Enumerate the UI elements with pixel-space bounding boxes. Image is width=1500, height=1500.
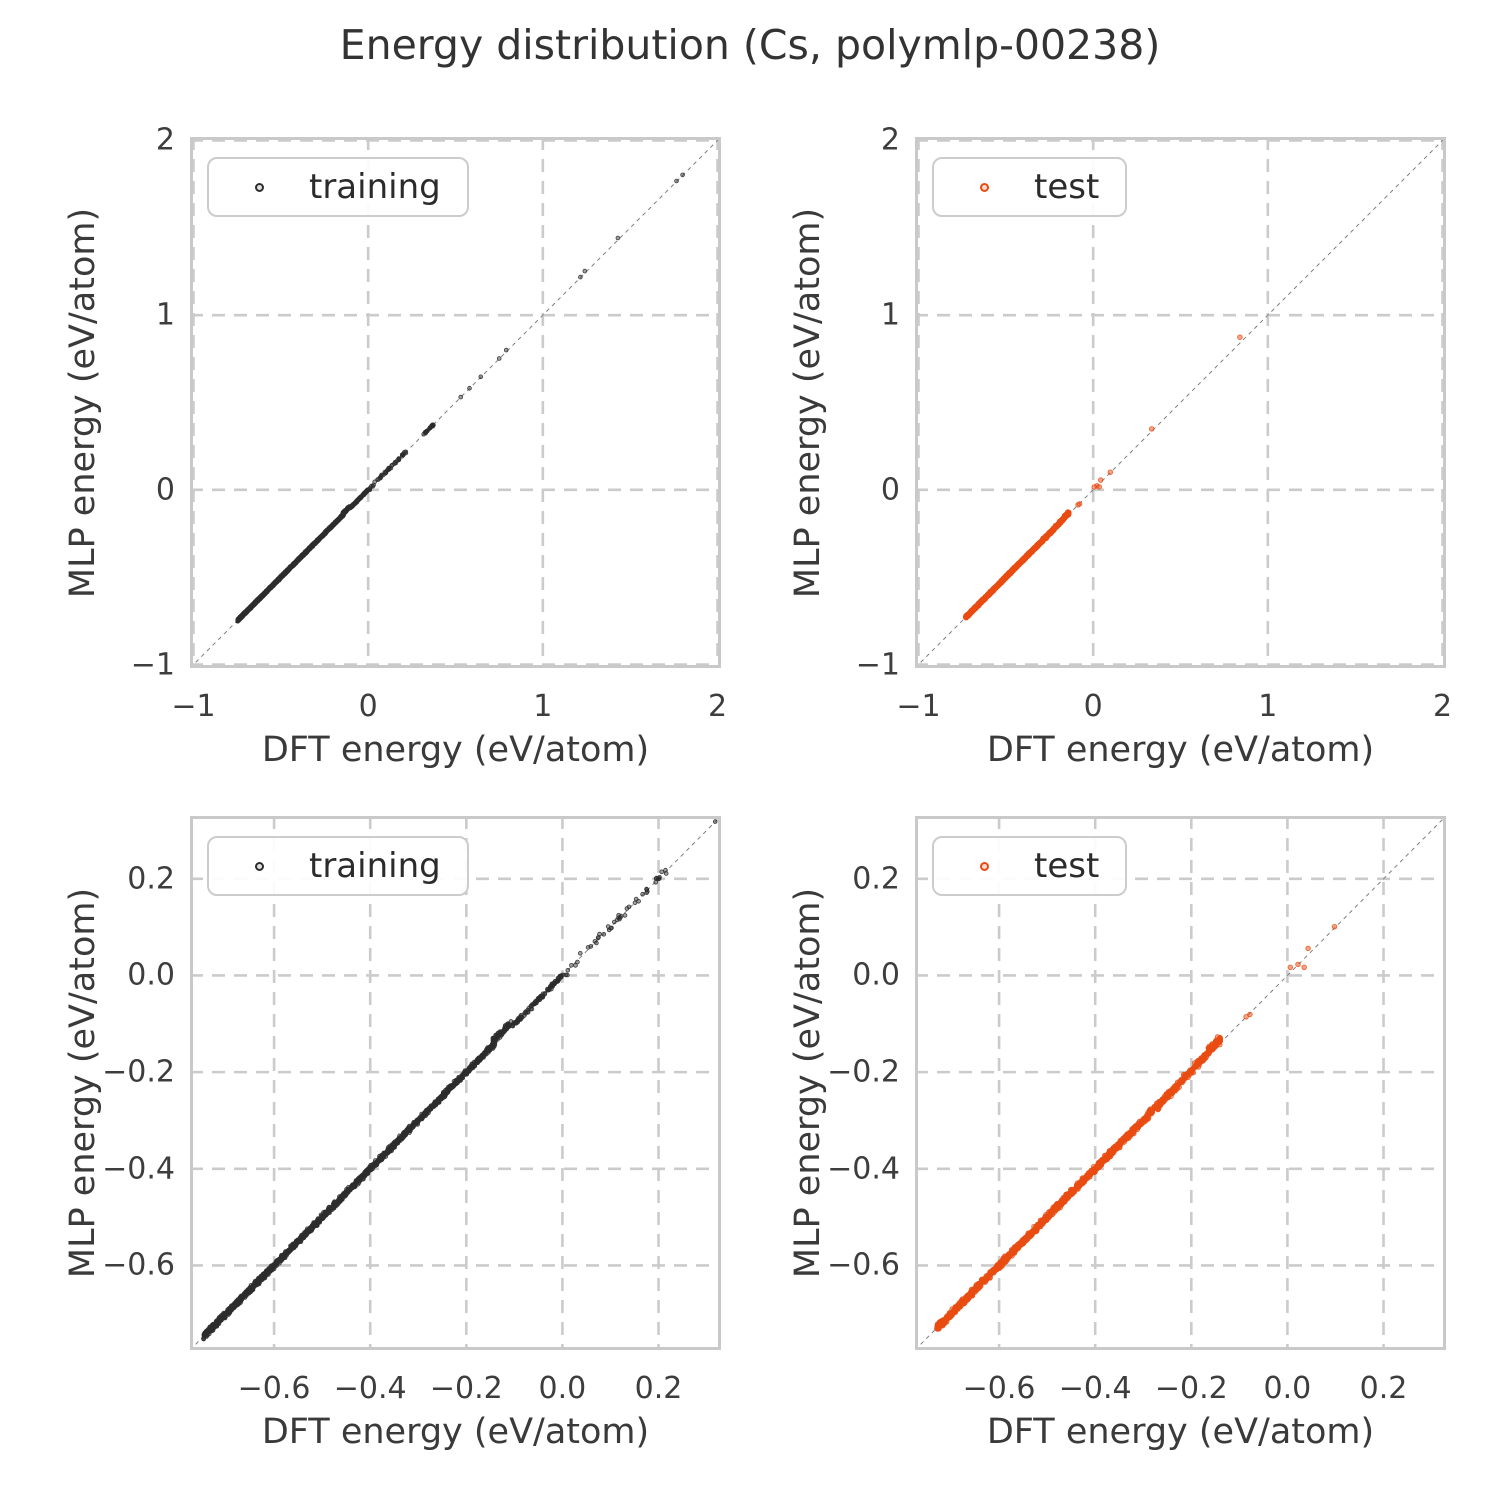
x-axis-label: DFT energy (eV/atom) [986, 1412, 1375, 1452]
subplot-training-full: training DFT energy (eV/atom) MLP energy… [63, 123, 727, 770]
x-tick-label: 0.0 [538, 1371, 587, 1406]
identity-line [190, 137, 721, 668]
y-tick-label: 0.0 [852, 957, 900, 993]
grid-lines [915, 137, 1446, 668]
y-tick-label: −1 [855, 647, 900, 682]
x-tick-label: −0.6 [962, 1371, 1036, 1406]
scatter-points [201, 816, 721, 1342]
plot-canvas [915, 816, 1446, 1350]
legend-marker-training-icon [254, 182, 264, 192]
y-tick-label: 0.0 [127, 957, 175, 993]
grid-lines [190, 816, 721, 1350]
y-tick-label: −0.4 [827, 1151, 900, 1187]
legend-marker-wrap [209, 182, 309, 192]
legend-marker-wrap [934, 182, 1034, 192]
axes-frame [915, 816, 1446, 1350]
identity-line [915, 137, 1446, 668]
y-axis-label: MLP energy (eV/atom) [788, 887, 828, 1279]
y-tick-label: 1 [155, 297, 175, 333]
x-tick-label: 0 [1083, 689, 1103, 724]
y-tick-label: 0 [880, 472, 900, 508]
legend: test [932, 157, 1128, 217]
grid-lines [190, 137, 721, 668]
axes-frame [190, 137, 721, 668]
y-tick-label: −0.6 [102, 1247, 175, 1283]
legend: training [207, 157, 469, 217]
y-tick-label: 0.2 [852, 861, 900, 897]
plot-canvas [190, 137, 721, 668]
y-tick-label: 2 [155, 122, 175, 158]
x-tick-label: −1 [896, 689, 941, 724]
y-tick-label: 1 [880, 297, 900, 333]
x-tick-label: −1 [171, 689, 216, 724]
y-tick-label: −0.6 [827, 1247, 900, 1283]
x-tick-label: 1 [533, 689, 553, 724]
y-tick-label: −0.2 [102, 1054, 175, 1090]
y-axis-label: MLP energy (eV/atom) [788, 207, 828, 598]
subplot-training-zoom: training DFT energy (eV/atom) MLP energy… [63, 816, 721, 1452]
y-tick-label: −0.4 [102, 1151, 175, 1187]
x-tick-label: 0.2 [634, 1371, 683, 1406]
y-axis-label: MLP energy (eV/atom) [63, 207, 103, 598]
x-tick-label: 1 [1258, 689, 1278, 724]
legend-label: test [1034, 846, 1100, 886]
legend-marker-wrap [934, 861, 1034, 871]
subplot-test-full: test DFT energy (eV/atom) MLP energy (eV… [788, 123, 1452, 770]
x-tick-label: 0.2 [1359, 1371, 1408, 1406]
axes-frame [190, 816, 721, 1350]
scatter-points [963, 334, 1243, 621]
legend-label: training [309, 846, 441, 886]
legend-marker-test-icon [979, 861, 989, 871]
plot-canvas [190, 816, 721, 1350]
legend-marker-wrap [209, 861, 309, 871]
figure-title: Energy distribution (Cs, polymlp-00238) [339, 21, 1161, 69]
plot-canvas [915, 137, 1446, 668]
subplot-test-zoom: test DFT energy (eV/atom) MLP energy (eV… [788, 816, 1446, 1452]
legend: training [207, 836, 469, 896]
x-tick-label: −0.4 [1058, 1371, 1132, 1406]
x-tick-label: −0.6 [237, 1371, 311, 1406]
scatter-points [235, 172, 685, 624]
x-axis-label: DFT energy (eV/atom) [986, 730, 1375, 770]
scatter-points [934, 923, 1338, 1332]
x-tick-label: −0.4 [333, 1371, 407, 1406]
x-tick-label: 2 [1432, 689, 1453, 724]
legend-marker-training-icon [254, 861, 264, 871]
x-axis-label: DFT energy (eV/atom) [261, 1412, 650, 1452]
axes-frame [915, 137, 1446, 668]
x-tick-label: 0.0 [1263, 1371, 1312, 1406]
y-tick-label: 0.2 [127, 861, 175, 897]
y-tick-label: 0 [155, 472, 175, 508]
legend-marker-test-icon [979, 182, 989, 192]
legend-label: training [309, 167, 441, 207]
x-tick-label: −0.2 [1154, 1371, 1228, 1406]
x-tick-label: 2 [707, 689, 728, 724]
y-tick-label: −0.2 [827, 1054, 900, 1090]
y-tick-label: −1 [130, 647, 175, 682]
x-tick-label: −0.2 [429, 1371, 503, 1406]
y-tick-label: 2 [880, 122, 900, 158]
legend: test [932, 836, 1128, 896]
x-tick-label: 0 [358, 689, 378, 724]
legend-label: test [1034, 167, 1100, 207]
x-axis-label: DFT energy (eV/atom) [261, 730, 650, 770]
y-axis-label: MLP energy (eV/atom) [63, 887, 103, 1279]
